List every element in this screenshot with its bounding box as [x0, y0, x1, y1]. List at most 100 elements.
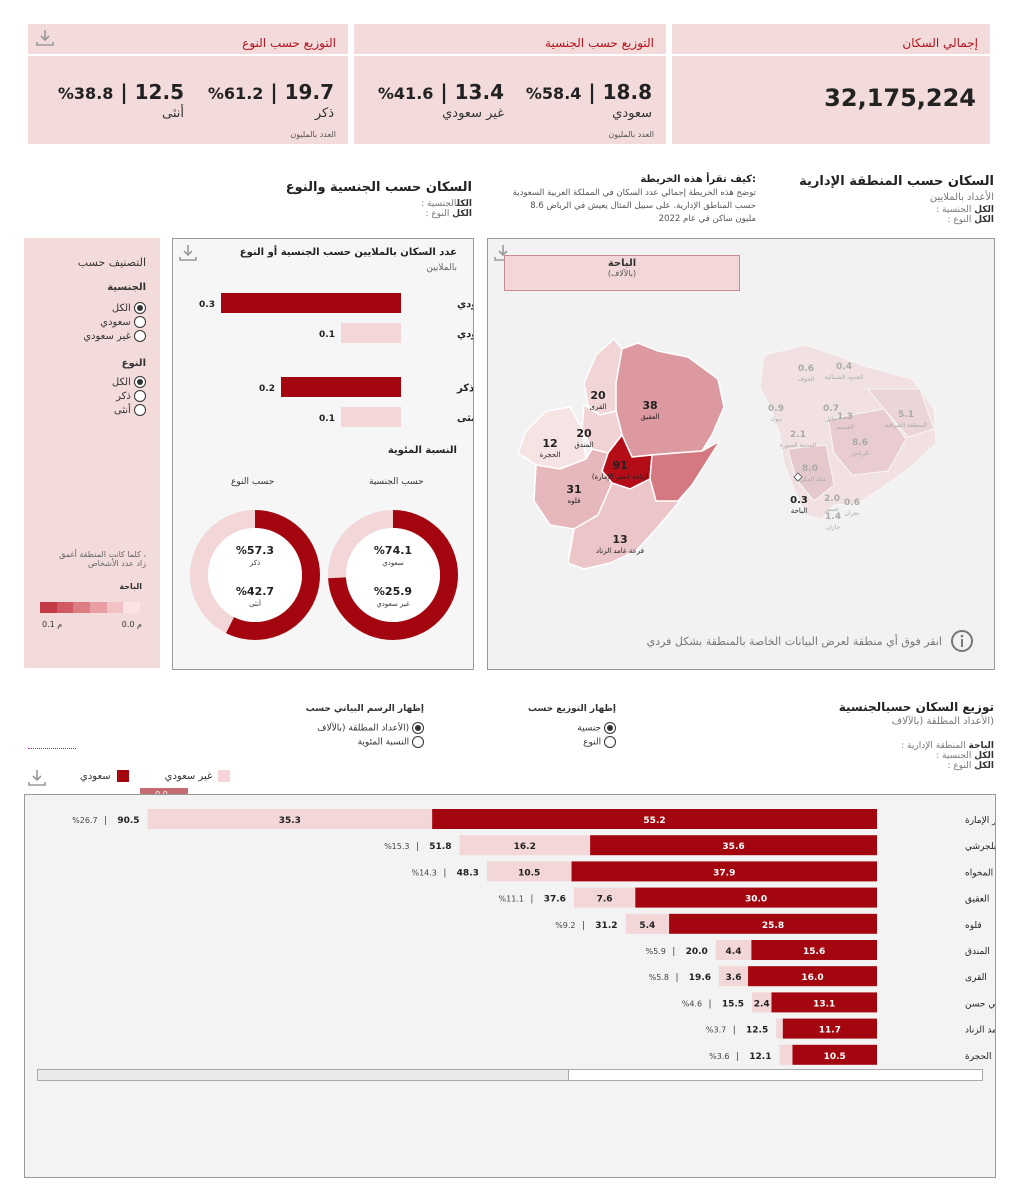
- radio-selected-icon: [604, 722, 616, 734]
- map-tooltip: الباحة (بالآلاف): [504, 255, 740, 291]
- bar-separator: |: [672, 947, 675, 957]
- category-label: القرى: [965, 973, 987, 983]
- small-bar-value: 0.3: [199, 300, 215, 310]
- bar-non-label: 35.3: [279, 816, 301, 826]
- download-icon[interactable]: [26, 768, 48, 788]
- info-icon[interactable]: [950, 629, 974, 653]
- show-dist-opt-nat[interactable]: جنسية: [500, 722, 616, 734]
- show-chart-control: إظهار الرسم البياني حسب (الأعداد المطلقة…: [300, 704, 424, 748]
- gov-aqiq-shape: [613, 342, 725, 458]
- bar-non-saudi: [147, 809, 433, 829]
- bar-non-saudi: [752, 992, 772, 1013]
- bar-saudi: [771, 992, 877, 1013]
- classify-nat-option-all-label: الكل: [111, 303, 131, 314]
- dist-f2-key: الكل: [974, 751, 994, 761]
- bar-saudi-label: 37.9: [713, 868, 735, 878]
- classify-nat-option-non[interactable]: غير سعودي: [83, 330, 146, 342]
- ksa-value: 1.4: [825, 512, 841, 522]
- dist-subtitle: (الأعداد المطلقة (بالآلاف: [891, 716, 994, 727]
- dist-f1-label: المنطقة الإدارية :: [901, 741, 966, 751]
- show-dist-opt-gender[interactable]: النوع: [500, 736, 616, 748]
- ksa-name: عسير: [824, 506, 839, 513]
- map-canvas: 0.4 الحدود الشمالية 0.6 الجوف 0.9 تبوك 0…: [517, 337, 937, 570]
- kpi-total-header: إجمالي السكان: [672, 24, 990, 56]
- category-label: بلجرشي: [965, 842, 995, 852]
- classify-nat-option-saudi[interactable]: سعودي: [100, 316, 146, 328]
- show-chart-opt-abs-label: (الأعداد المطلقة (بالآلاف: [317, 723, 410, 734]
- dist-title-b: توزيع السكان حسب: [885, 700, 994, 714]
- legend-non: غير سعودي: [165, 770, 231, 782]
- classify-gender-option-all[interactable]: الكل: [112, 376, 146, 388]
- donut-gender-a-label: ذكر: [249, 559, 260, 567]
- dist-bar-chart: 55.2 35.3 90.5 | %26.7 (الباحة (مقر الإمارة 35…: [72, 809, 995, 1065]
- small-bar: [221, 293, 401, 313]
- region-filter-gender: الكل النوع :: [794, 215, 994, 225]
- dist-filter-region: الباحة المنطقة الإدارية :: [754, 741, 994, 751]
- classify-nat-option-saudi-label: سعودي: [100, 317, 131, 328]
- kpi-gender-female-value: 12.5: [134, 80, 184, 104]
- gov-name: فرعة غامد الزناد: [596, 547, 644, 555]
- horizontal-scrollbar[interactable]: [37, 1069, 983, 1081]
- dist-f1-key: الباحة: [968, 741, 994, 751]
- gov-name: القرى: [590, 403, 607, 411]
- download-icon[interactable]: [177, 243, 199, 263]
- donut-gender-b-pct: %42.7: [236, 585, 274, 598]
- bar-saudi: [590, 835, 877, 856]
- natgender-filter2-key: الكل: [452, 209, 472, 219]
- bar-total: 48.3: [457, 868, 479, 878]
- classify-gender-option-male[interactable]: ذكر: [116, 390, 146, 402]
- legend-saudi-swatch: [116, 770, 129, 782]
- ksa-value: 2.1: [790, 430, 806, 440]
- gov-mikhwah-shape: [649, 440, 721, 502]
- classify-nat-option-all[interactable]: الكل: [112, 302, 146, 314]
- bar-non-saudi: [715, 940, 752, 960]
- bar-saudi: [792, 1044, 877, 1065]
- scrollbar-thumb[interactable]: [38, 1070, 569, 1080]
- marker-icon: [793, 472, 803, 482]
- small-bar-value: 0.1: [319, 414, 335, 424]
- legend-max: 0.1 م: [42, 620, 63, 629]
- ksa-map-faded: [759, 344, 937, 520]
- kpi-nat-saudi-value: 18.8: [602, 80, 652, 104]
- ksa-value: 5.1: [898, 410, 914, 420]
- classify-gender-option-female[interactable]: أنثى: [114, 404, 146, 416]
- small-chart-subtitle: بالملايين: [426, 263, 457, 273]
- show-chart-opt-pct[interactable]: النسبة المئوية: [300, 736, 424, 748]
- donut-nat-b-pct: %25.9: [374, 585, 412, 598]
- bar-non-label: 2.4: [754, 999, 770, 1009]
- natgender-filter-gender: الكل النوع :: [270, 209, 472, 219]
- kpi-gender-title: التوزيع حسب النوع: [242, 36, 336, 50]
- donut-gender-ring-segment: [190, 510, 320, 640]
- gov-name: العقيق: [641, 413, 660, 421]
- bar-saudi: [635, 887, 877, 908]
- region-filter2-key: الكل: [974, 215, 994, 225]
- legend-note-line2: زاد عدد الأشخاص: [87, 559, 146, 568]
- ksa-name: تبوك: [770, 416, 782, 423]
- dist-filter-gender: الكل النوع :: [754, 761, 994, 771]
- bar-total: 31.2: [595, 921, 617, 931]
- region-filter1-label: الجنسية :: [936, 205, 972, 215]
- legend-swatch: [123, 602, 140, 613]
- ksa-name: جازان: [826, 524, 841, 531]
- bar-saudi-label: 11.7: [819, 1026, 841, 1036]
- donut-gender-title: حسب النوع: [231, 477, 275, 487]
- bar-saudi: [751, 940, 877, 960]
- bar-saudi: [782, 1018, 877, 1039]
- bar-saudi-label: 15.6: [803, 947, 825, 957]
- bar-non-label: 5.4: [639, 921, 655, 931]
- gov-value: 38: [642, 399, 657, 412]
- kpi-gender-male-stat: %61.2 | 19.7: [207, 80, 334, 104]
- region-filter-nationality: الكل الجنسية :: [794, 205, 994, 215]
- small-bar: [341, 323, 401, 343]
- bar-total: 51.8: [429, 842, 451, 852]
- download-icon[interactable]: [34, 28, 56, 48]
- bar-non-label: 7.6: [597, 895, 613, 905]
- show-chart-opt-abs[interactable]: (الأعداد المطلقة (بالآلاف: [300, 722, 424, 734]
- bar-non-label: 10.5: [518, 868, 540, 878]
- baha-marker: 0.3 الباحة: [790, 472, 808, 515]
- gov-qilwah-shape: [533, 448, 613, 530]
- legend-swatch: [39, 602, 57, 613]
- donut-gender-center: [208, 528, 302, 622]
- bar-saudi: [432, 809, 877, 829]
